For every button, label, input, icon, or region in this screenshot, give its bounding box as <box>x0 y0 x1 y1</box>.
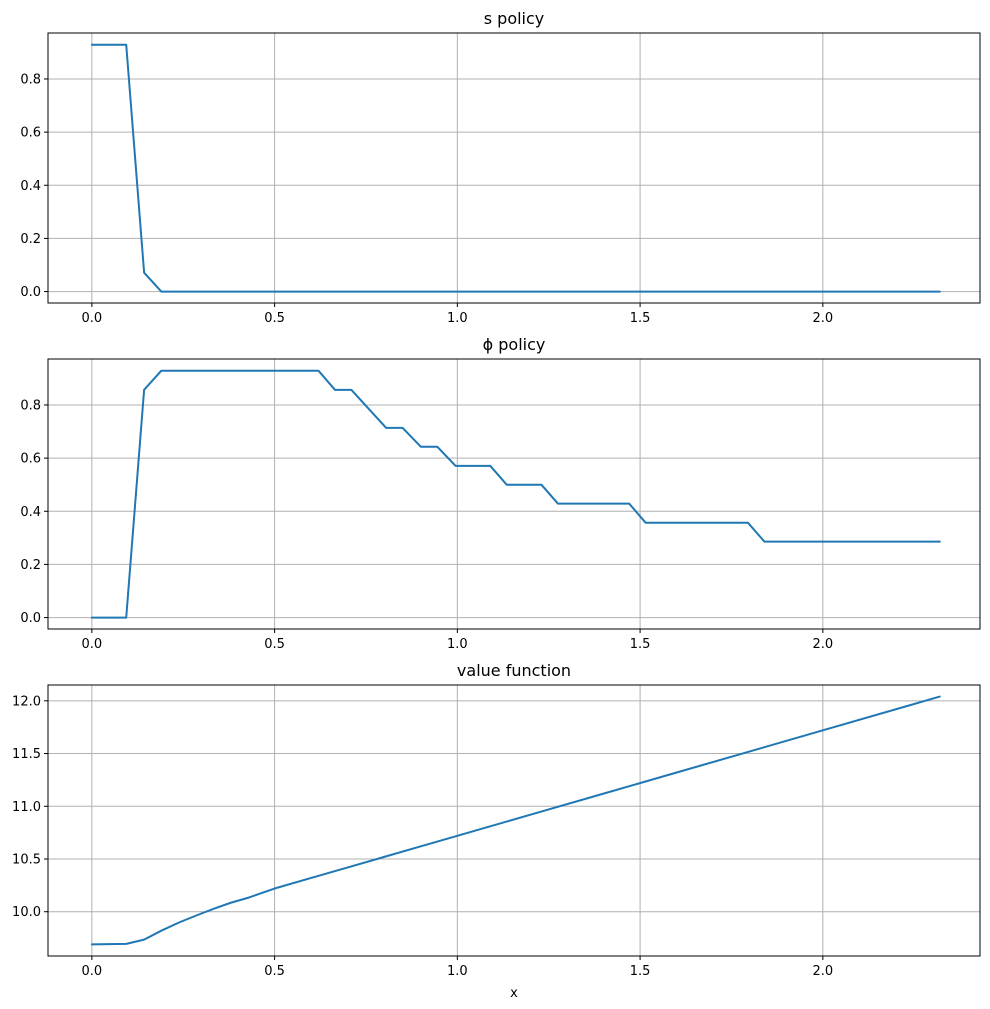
x-tick-label: 0.5 <box>264 311 285 326</box>
y-tick-label: 0.4 <box>20 505 41 520</box>
series-line-1 <box>90 695 941 946</box>
y-tick-label: 0.8 <box>20 72 41 87</box>
x-tick-label: 1.5 <box>630 637 651 652</box>
y-tick-label: 0.0 <box>20 285 41 300</box>
y-tick-label: 10.0 <box>12 905 41 920</box>
y-tick-label: 0.6 <box>20 452 41 467</box>
y-tick-label: 10.5 <box>12 852 41 867</box>
y-tick-label: 0.6 <box>20 126 41 141</box>
plot-frame <box>47 684 981 957</box>
chart-panel-3: 0.0 0.5 1.0 1.5 2.0 10.0 10.5 11.0 11.5 12.0 value… <box>12 661 981 1001</box>
x-tick-label: 1.0 <box>447 311 468 326</box>
x-tick-label: 2.0 <box>812 964 833 979</box>
x-tick-label: 1.0 <box>447 637 468 652</box>
plot-frame <box>47 358 981 630</box>
y-tick-label: 11.5 <box>12 747 41 762</box>
y-tick-label: 12.0 <box>12 694 41 709</box>
chart-title: value function <box>457 661 571 680</box>
y-tick-label: 0.4 <box>20 179 41 194</box>
x-tick-label: 0.0 <box>82 311 103 326</box>
y-tick-label: 11.0 <box>12 800 41 815</box>
plot-frame <box>47 32 981 304</box>
y-tick-label: 0.8 <box>20 398 41 413</box>
series-line-1 <box>90 369 941 619</box>
series-line-1 <box>90 43 941 293</box>
x-tick-label: 1.5 <box>630 964 651 979</box>
y-tick-label: 0.0 <box>20 611 41 626</box>
chart-panel-2: 0.0 0.5 1.0 1.5 2.0 0.0 0.2 0.4 0.6 0.8 ϕ policy <box>20 335 981 652</box>
x-tick-label: 0.0 <box>82 637 103 652</box>
chart-title: ϕ policy <box>483 335 546 354</box>
x-tick-label: 2.0 <box>812 637 833 652</box>
x-tick-label: 1.5 <box>630 311 651 326</box>
x-tick-label: 1.0 <box>447 964 468 979</box>
y-tick-label: 0.2 <box>20 558 41 573</box>
x-tick-label: 2.0 <box>812 311 833 326</box>
chart-title: s policy <box>484 9 545 28</box>
chart-panel-1: 0.0 0.5 1.0 1.5 2.0 0.0 0.2 0.4 0.6 0.8 s policy <box>20 9 981 326</box>
x-axis-label: x <box>510 986 518 1001</box>
x-tick-label: 0.0 <box>82 964 103 979</box>
x-tick-label: 0.5 <box>264 964 285 979</box>
x-tick-label: 0.5 <box>264 637 285 652</box>
y-tick-label: 0.2 <box>20 232 41 247</box>
